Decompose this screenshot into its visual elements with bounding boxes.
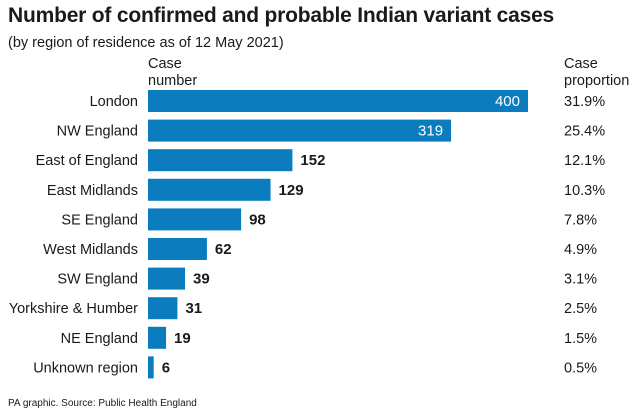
bar bbox=[148, 356, 154, 379]
bar bbox=[148, 297, 178, 320]
bar bbox=[148, 238, 207, 260]
bar bbox=[148, 149, 293, 172]
proportion-label: 12.1% bbox=[564, 153, 605, 169]
bar bbox=[148, 208, 242, 231]
bar bbox=[148, 178, 271, 201]
proportion-label: 3.1% bbox=[564, 272, 597, 288]
proportion-label: 31.9% bbox=[564, 94, 605, 110]
proportion-label: 2.5% bbox=[564, 301, 597, 317]
value-label: 39 bbox=[193, 271, 210, 288]
proportion-label: 0.5% bbox=[564, 360, 597, 376]
proportion-label: 4.9% bbox=[564, 242, 597, 258]
category-label: East Midlands bbox=[47, 183, 138, 199]
category-label: SE England bbox=[61, 212, 138, 228]
value-label: 152 bbox=[300, 152, 325, 169]
category-label: NW England bbox=[57, 124, 138, 140]
category-label: West Midlands bbox=[43, 242, 138, 258]
value-label: 129 bbox=[279, 182, 304, 199]
case-proportion-header: Case proportion bbox=[564, 56, 630, 89]
bar bbox=[148, 90, 528, 112]
category-label: East of England bbox=[36, 153, 138, 169]
proportion-label: 7.8% bbox=[564, 212, 597, 228]
value-label: 319 bbox=[418, 123, 443, 140]
proportion-label: 10.3% bbox=[564, 183, 605, 199]
category-label: Unknown region bbox=[33, 360, 138, 376]
category-label: Yorkshire & Humber bbox=[9, 301, 138, 317]
source-footer: PA graphic. Source: Public Health Englan… bbox=[8, 398, 197, 409]
bar bbox=[148, 119, 452, 142]
chart-title: Number of confirmed and probable Indian … bbox=[8, 4, 555, 27]
category-label: SW England bbox=[57, 272, 138, 288]
value-label: 98 bbox=[249, 211, 266, 228]
bar bbox=[148, 267, 186, 290]
value-label: 31 bbox=[185, 300, 202, 317]
category-label: NE England bbox=[61, 331, 138, 347]
proportion-label: 1.5% bbox=[564, 331, 597, 347]
value-label: 62 bbox=[215, 241, 232, 258]
value-label: 400 bbox=[495, 93, 520, 110]
category-label: London bbox=[90, 94, 138, 110]
value-label: 19 bbox=[174, 330, 191, 347]
value-label: 6 bbox=[162, 359, 170, 376]
chart-subtitle: (by region of residence as of 12 May 202… bbox=[8, 35, 284, 51]
proportion-label: 25.4% bbox=[564, 124, 605, 140]
case-number-header: Case number bbox=[148, 56, 198, 89]
bar bbox=[148, 326, 167, 349]
